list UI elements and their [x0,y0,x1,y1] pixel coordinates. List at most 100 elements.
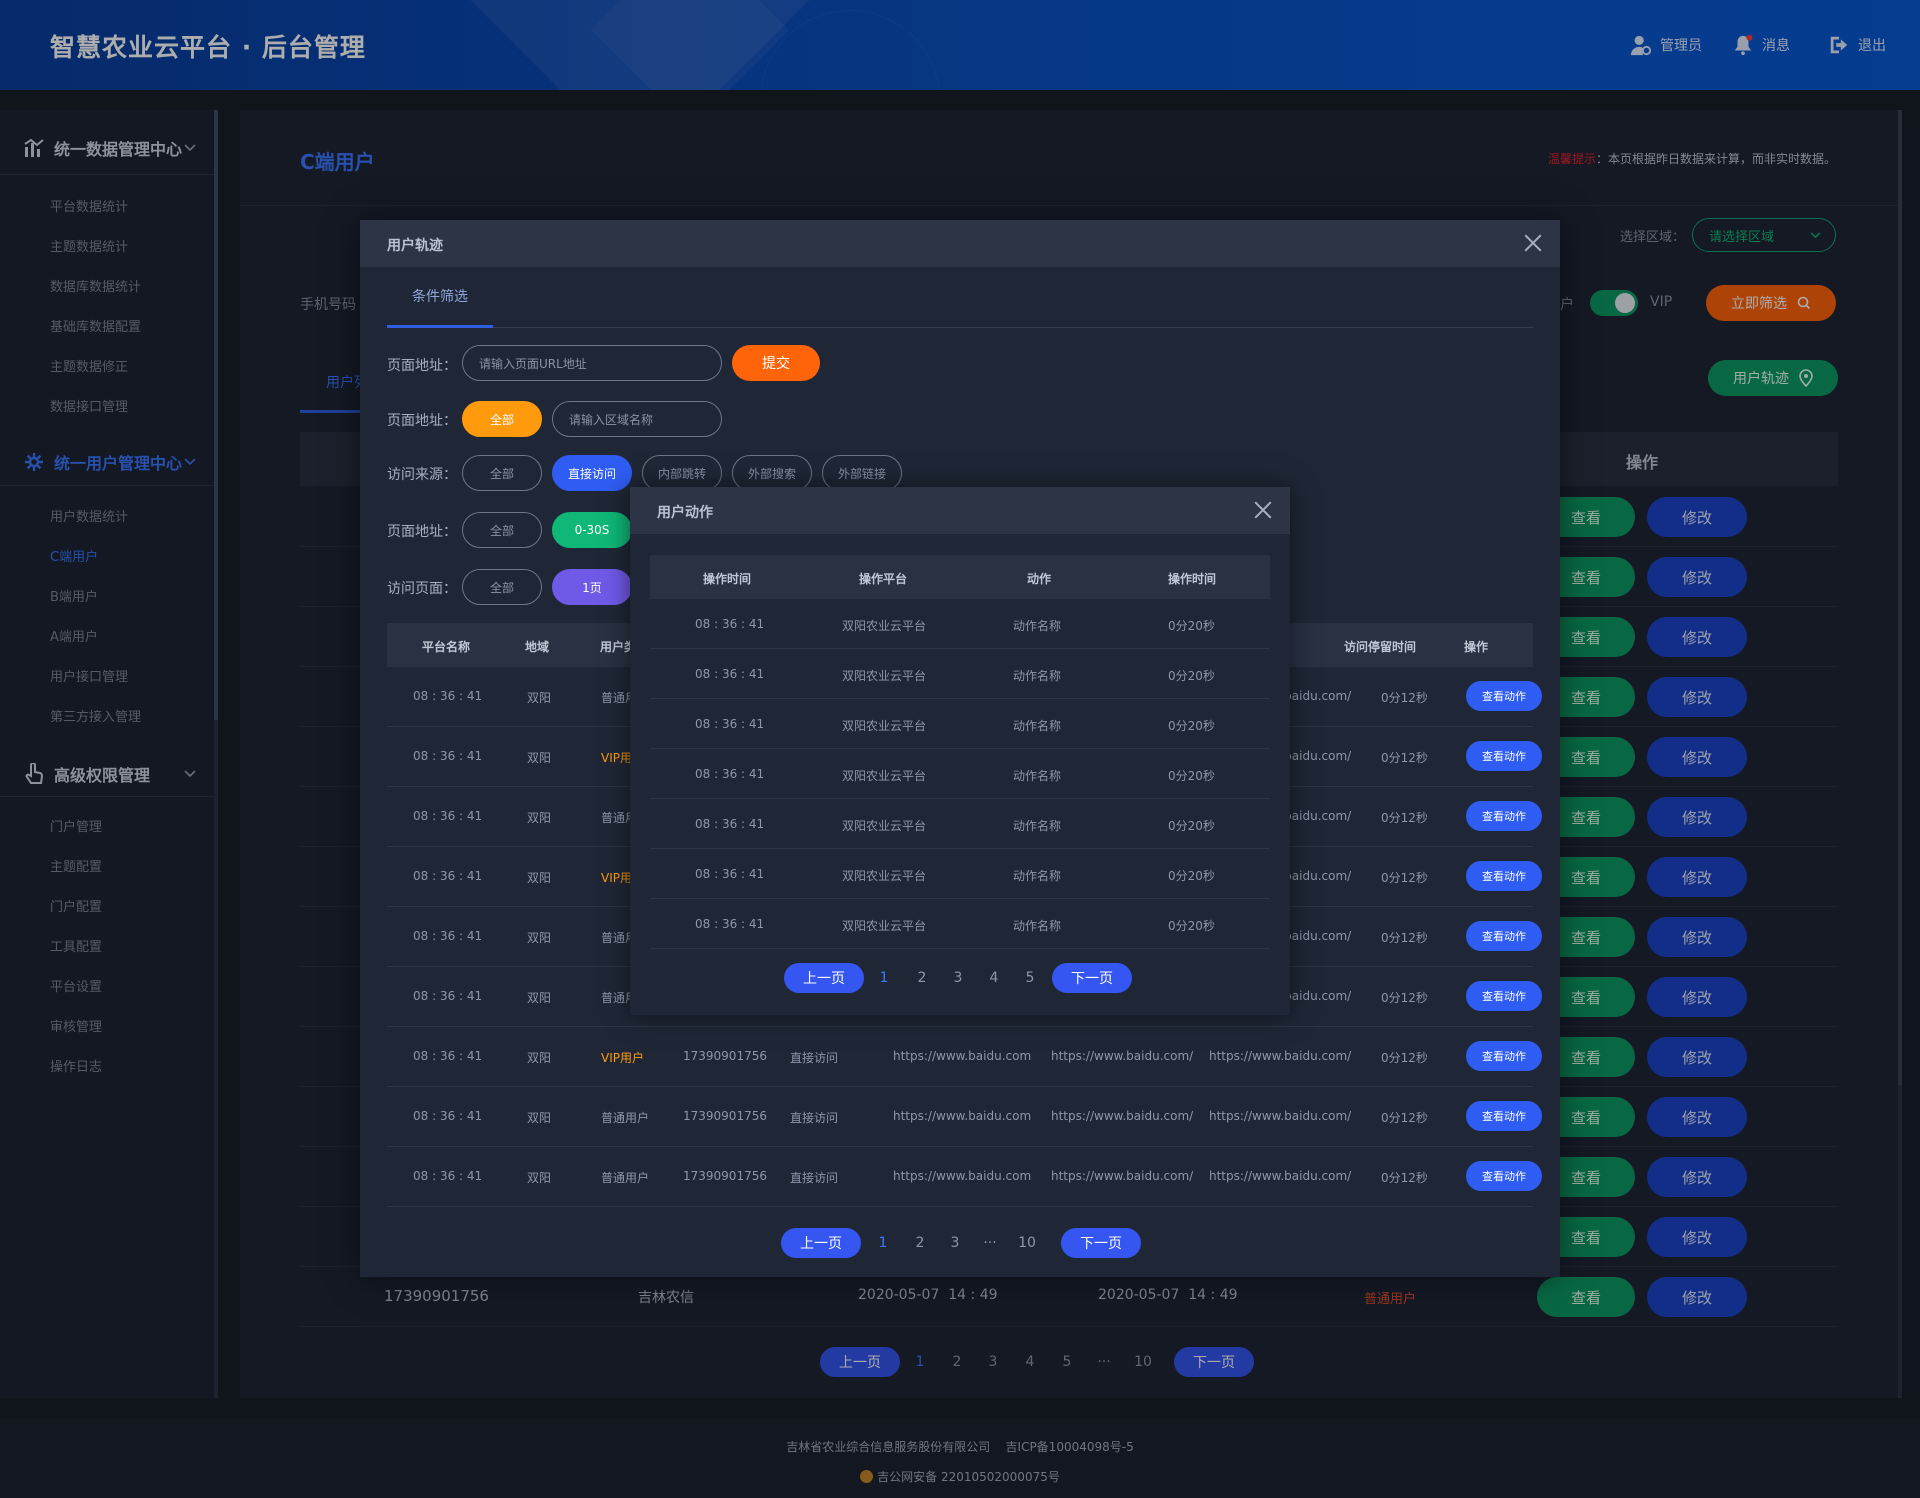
sidebar-item[interactable]: 门户管理 [50,820,103,835]
page-number[interactable]: 10 [1018,1235,1036,1251]
page-number[interactable]: 1 [915,1354,925,1370]
sidebar-item[interactable]: A端用户 [50,630,98,645]
page-number[interactable]: 3 [988,1354,998,1370]
view-action-button[interactable]: 查看动作 [1466,861,1542,891]
cell-type: 普通用户 [601,1111,650,1125]
prev-page-button[interactable]: 上一页 [820,1347,900,1377]
logout-button[interactable]: 退出 [1828,34,1886,56]
sidebar-item[interactable]: 门户配置 [50,900,103,915]
sidebar-group-data[interactable]: 统一数据管理中心 [0,118,214,178]
next-page-button[interactable]: 下一页 [1052,963,1132,993]
region-name-input[interactable]: 请输入区域名称 [552,401,722,437]
view-action-button[interactable]: 查看动作 [1466,681,1542,711]
source-option-selected[interactable]: 直接访问 [552,455,632,491]
view-action-button[interactable]: 查看动作 [1466,921,1542,951]
sidebar-item[interactable]: B端用户 [50,590,98,605]
submit-button[interactable]: 提交 [732,345,820,381]
source-option[interactable]: 外部链接 [822,455,902,491]
vip-toggle[interactable] [1590,290,1638,316]
sidebar-item[interactable]: 基础库数据配置 [50,320,142,335]
scroll-thumb[interactable] [214,110,218,720]
cell-stay: 0分12秒 [1381,1171,1428,1185]
sidebar-item[interactable]: 数据库数据统计 [50,280,142,295]
region-option-all[interactable]: 全部 [462,401,542,437]
page-number[interactable]: 3 [953,970,963,986]
filter-button[interactable]: 立即筛选 [1706,285,1836,321]
edit-button[interactable]: 修改 [1647,1097,1747,1137]
sidebar-item[interactable]: 用户接口管理 [50,670,129,685]
sidebar-item[interactable]: 主题配置 [50,860,103,875]
view-action-button[interactable]: 查看动作 [1466,1161,1542,1191]
user-track-button[interactable]: 用户轨迹 [1708,360,1838,396]
sidebar-scrollbar[interactable] [214,110,218,1398]
edit-button[interactable]: 修改 [1647,677,1747,717]
main-scrollbar[interactable] [1898,110,1902,1398]
view-action-button[interactable]: 查看动作 [1466,1101,1542,1131]
url-input[interactable]: 请输入页面URL地址 [462,345,722,381]
cell-duration: 0分20秒 [1168,719,1215,733]
sidebar-item[interactable]: 主题数据统计 [50,240,129,255]
sidebar-item[interactable]: 主题数据修正 [50,360,129,375]
page-number[interactable]: 4 [989,970,999,986]
edit-button[interactable]: 修改 [1647,1217,1747,1257]
edit-button[interactable]: 修改 [1647,737,1747,777]
view-button[interactable]: 查看 [1537,1277,1635,1317]
pages-option-selected[interactable]: 1页 [552,569,632,605]
edit-button[interactable]: 修改 [1647,1157,1747,1197]
edit-button[interactable]: 修改 [1647,617,1747,657]
page-number[interactable]: 2 [915,1235,925,1251]
source-option[interactable]: 内部跳转 [642,455,722,491]
tab-user-list[interactable]: 用户列 [326,375,368,391]
page-number[interactable]: 2 [952,1354,962,1370]
edit-button[interactable]: 修改 [1647,1277,1747,1317]
source-option[interactable]: 外部搜索 [732,455,812,491]
sidebar-item-active[interactable]: C端用户 [50,550,99,565]
sidebar-item[interactable]: 用户数据统计 [50,510,129,525]
duration-option[interactable]: 全部 [462,512,542,548]
close-icon[interactable] [1524,234,1542,252]
tab-underline [387,325,493,328]
admin-button[interactable]: 管理员 [1630,34,1702,56]
sidebar-item[interactable]: 审核管理 [50,1020,103,1035]
pages-option[interactable]: 全部 [462,569,542,605]
edit-button[interactable]: 修改 [1647,1037,1747,1077]
next-page-button[interactable]: 下一页 [1061,1228,1141,1258]
scroll-thumb[interactable] [1898,110,1902,1085]
tab-filter-conditions[interactable]: 条件筛选 [412,289,468,305]
message-button[interactable]: 消息 [1732,34,1790,56]
sidebar-item[interactable]: 操作日志 [50,1060,103,1075]
prev-page-button[interactable]: 上一页 [784,963,864,993]
sidebar-item[interactable]: 数据接口管理 [50,400,129,415]
duration-option-selected[interactable]: 0-30S [552,512,632,548]
region-input-placeholder: 请输入区域名称 [569,412,654,427]
prev-page-button[interactable]: 上一页 [781,1228,861,1258]
sidebar-item[interactable]: 工具配置 [50,940,103,955]
edit-button[interactable]: 修改 [1647,857,1747,897]
sidebar-group-permissions[interactable]: 高级权限管理 [0,744,214,804]
sidebar-item[interactable]: 平台设置 [50,980,103,995]
next-page-button[interactable]: 下一页 [1174,1347,1254,1377]
page-number[interactable]: 10 [1134,1354,1152,1370]
sidebar-item[interactable]: 第三方接入管理 [50,710,142,725]
edit-button[interactable]: 修改 [1647,977,1747,1017]
edit-button[interactable]: 修改 [1647,497,1747,537]
edit-button[interactable]: 修改 [1647,557,1747,597]
source-option[interactable]: 全部 [462,455,542,491]
page-number[interactable]: 3 [950,1235,960,1251]
view-action-button[interactable]: 查看动作 [1466,801,1542,831]
page-number[interactable]: 4 [1025,1354,1035,1370]
sidebar-item[interactable]: 平台数据统计 [50,200,129,215]
view-action-button[interactable]: 查看动作 [1466,1041,1542,1071]
region-select[interactable]: 请选择区域 [1692,218,1836,252]
sidebar-group-users[interactable]: 统一用户管理中心 [0,432,214,492]
page-number[interactable]: 1 [878,1235,888,1251]
page-number[interactable]: 2 [917,970,927,986]
view-action-button[interactable]: 查看动作 [1466,741,1542,771]
view-action-button[interactable]: 查看动作 [1466,981,1542,1011]
page-number[interactable]: 5 [1062,1354,1072,1370]
close-icon[interactable] [1254,501,1272,519]
edit-button[interactable]: 修改 [1647,797,1747,837]
edit-button[interactable]: 修改 [1647,917,1747,957]
page-number[interactable]: 5 [1025,970,1035,986]
page-number[interactable]: 1 [879,970,889,986]
